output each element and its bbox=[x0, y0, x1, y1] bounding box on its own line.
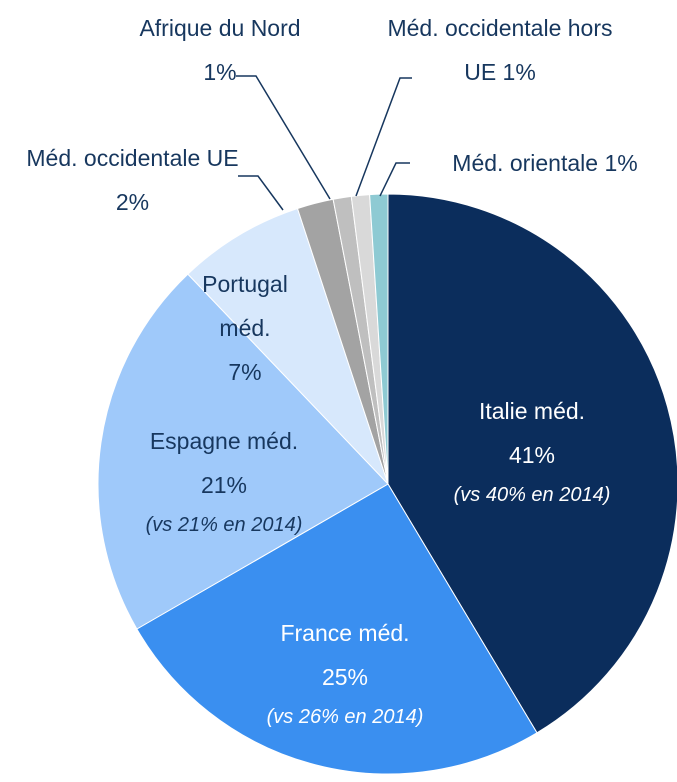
slice-label: Italie méd. 41% (vs 40% en 2014) bbox=[392, 389, 672, 513]
label-text: 7% bbox=[228, 359, 262, 385]
label-text: Espagne méd. bbox=[149, 428, 299, 454]
slice-label: France méd. 25% (vs 26% en 2014) bbox=[205, 611, 485, 735]
label-text: Portugal méd. bbox=[202, 271, 288, 341]
slice-label: Portugal méd. 7% bbox=[190, 262, 300, 394]
label-text: 25% bbox=[321, 664, 369, 690]
label-text: 1% bbox=[604, 150, 638, 176]
label-text: 2% bbox=[115, 189, 150, 215]
label-text: Italie méd. bbox=[478, 398, 586, 424]
slice-label: Méd. occidentale UE 2% bbox=[10, 136, 255, 224]
leader-line bbox=[238, 175, 284, 211]
annotation: (vs 21% en 2014) bbox=[145, 514, 303, 536]
annotation: (vs 26% en 2014) bbox=[266, 706, 424, 728]
leader-line bbox=[355, 77, 412, 197]
slice-label: Espagne méd. 21% (vs 21% en 2014) bbox=[84, 419, 364, 543]
pie-slice bbox=[369, 193, 389, 485]
leader-line bbox=[379, 162, 410, 197]
label-text: Méd. occidentale hors UE bbox=[387, 15, 613, 85]
pie-slice bbox=[387, 193, 677, 734]
slice-label: Afrique du Nord 1% bbox=[100, 6, 340, 94]
label-text: 21% bbox=[200, 472, 248, 498]
pie-slice bbox=[97, 273, 389, 630]
annotation: (vs 40% en 2014) bbox=[453, 484, 611, 506]
pie-slice bbox=[136, 483, 538, 775]
slice-label: Méd. occidentale hors UE 1% bbox=[380, 6, 620, 94]
label-text: 1% bbox=[203, 59, 237, 85]
slice-label: Méd. orientale 1% bbox=[410, 141, 677, 185]
label-text: 1% bbox=[502, 59, 536, 85]
label-text: 41% bbox=[508, 442, 556, 468]
leader-line bbox=[236, 75, 331, 200]
label-text: France méd. bbox=[280, 620, 410, 646]
label-text: Méd. occidentale UE bbox=[26, 145, 239, 171]
slices bbox=[97, 193, 677, 775]
pie-slice bbox=[187, 207, 389, 485]
label-text: Afrique du Nord bbox=[139, 15, 301, 41]
label-text: Méd. orientale bbox=[452, 150, 599, 176]
